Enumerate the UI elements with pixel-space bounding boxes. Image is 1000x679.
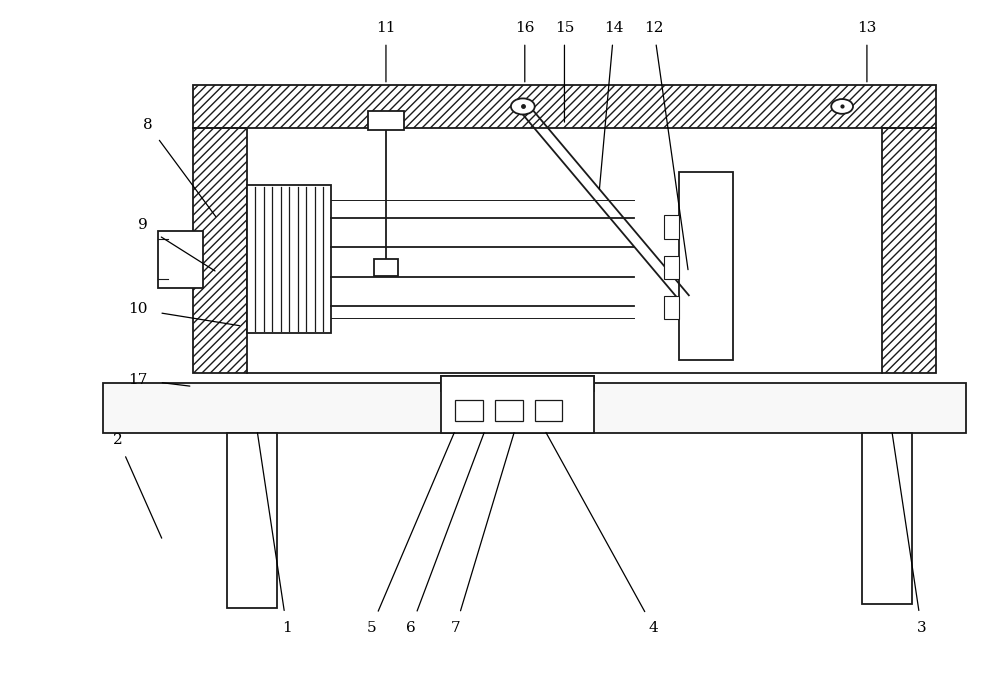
Bar (679, 172, 733, 360)
Bar (441, 376, 594, 391)
Bar (455, 400, 483, 422)
Text: 8: 8 (143, 118, 153, 132)
Text: 1: 1 (282, 621, 292, 635)
Circle shape (831, 99, 853, 114)
Bar (227, 433, 277, 608)
Circle shape (511, 98, 535, 115)
Bar (664, 256, 678, 279)
Text: 17: 17 (128, 373, 148, 387)
Text: 16: 16 (515, 20, 535, 35)
Text: 3: 3 (917, 621, 926, 635)
Bar (862, 433, 912, 604)
Bar (664, 215, 678, 239)
Text: 10: 10 (128, 302, 148, 316)
Bar (374, 259, 398, 276)
Text: 11: 11 (376, 20, 396, 35)
Text: 9: 9 (138, 219, 148, 232)
Bar (158, 230, 202, 287)
Bar (193, 85, 936, 128)
Bar (368, 111, 404, 130)
Bar (535, 400, 562, 422)
Bar (664, 296, 678, 319)
Bar (103, 383, 966, 433)
Bar (882, 128, 936, 373)
Text: 13: 13 (857, 20, 877, 35)
Bar (441, 376, 594, 433)
Text: 15: 15 (555, 20, 574, 35)
Bar (193, 128, 247, 373)
Text: 7: 7 (451, 621, 460, 635)
Text: 12: 12 (644, 20, 663, 35)
Text: 2: 2 (113, 433, 123, 447)
Bar (247, 185, 331, 333)
Text: 5: 5 (366, 621, 376, 635)
Text: 6: 6 (406, 621, 416, 635)
Bar (495, 400, 523, 422)
Text: 14: 14 (604, 20, 624, 35)
Text: 4: 4 (649, 621, 659, 635)
